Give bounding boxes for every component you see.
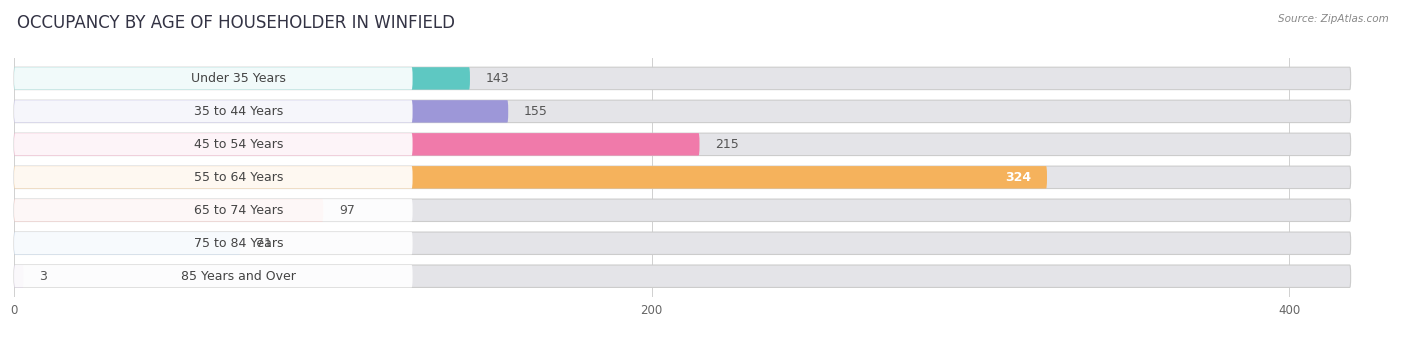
Text: 3: 3 bbox=[39, 270, 48, 283]
Text: Source: ZipAtlas.com: Source: ZipAtlas.com bbox=[1278, 14, 1389, 24]
FancyBboxPatch shape bbox=[14, 199, 323, 222]
FancyBboxPatch shape bbox=[14, 67, 470, 90]
FancyBboxPatch shape bbox=[14, 166, 412, 189]
Text: 143: 143 bbox=[486, 72, 509, 85]
FancyBboxPatch shape bbox=[14, 232, 1351, 254]
FancyBboxPatch shape bbox=[14, 166, 1047, 189]
Text: 45 to 54 Years: 45 to 54 Years bbox=[194, 138, 284, 151]
Text: 65 to 74 Years: 65 to 74 Years bbox=[194, 204, 284, 217]
FancyBboxPatch shape bbox=[14, 232, 240, 254]
Text: 97: 97 bbox=[339, 204, 356, 217]
FancyBboxPatch shape bbox=[14, 265, 24, 287]
Text: 324: 324 bbox=[1005, 171, 1031, 184]
FancyBboxPatch shape bbox=[14, 133, 412, 155]
FancyBboxPatch shape bbox=[14, 232, 412, 254]
Text: 75 to 84 Years: 75 to 84 Years bbox=[194, 237, 284, 250]
FancyBboxPatch shape bbox=[14, 265, 412, 287]
FancyBboxPatch shape bbox=[14, 100, 412, 123]
Text: 215: 215 bbox=[716, 138, 740, 151]
FancyBboxPatch shape bbox=[14, 100, 1351, 123]
Text: 71: 71 bbox=[256, 237, 273, 250]
FancyBboxPatch shape bbox=[14, 133, 700, 155]
FancyBboxPatch shape bbox=[14, 67, 1351, 90]
FancyBboxPatch shape bbox=[14, 265, 1351, 287]
FancyBboxPatch shape bbox=[14, 67, 412, 90]
FancyBboxPatch shape bbox=[14, 199, 412, 222]
FancyBboxPatch shape bbox=[14, 166, 1351, 189]
Text: 55 to 64 Years: 55 to 64 Years bbox=[194, 171, 284, 184]
Text: 85 Years and Over: 85 Years and Over bbox=[181, 270, 297, 283]
Text: 35 to 44 Years: 35 to 44 Years bbox=[194, 105, 284, 118]
Text: Under 35 Years: Under 35 Years bbox=[191, 72, 287, 85]
Text: 155: 155 bbox=[524, 105, 548, 118]
FancyBboxPatch shape bbox=[14, 199, 1351, 222]
Text: OCCUPANCY BY AGE OF HOUSEHOLDER IN WINFIELD: OCCUPANCY BY AGE OF HOUSEHOLDER IN WINFI… bbox=[17, 14, 456, 32]
FancyBboxPatch shape bbox=[14, 100, 508, 123]
FancyBboxPatch shape bbox=[14, 133, 1351, 155]
